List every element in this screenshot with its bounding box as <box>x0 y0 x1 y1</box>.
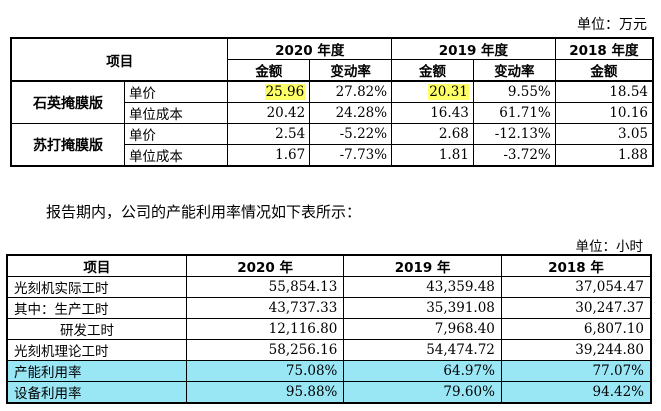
cell-value: 12,116.80 <box>185 318 345 340</box>
row-label: 单价 <box>123 80 229 103</box>
cell-value: 43,359.48 <box>343 276 502 298</box>
capacity-utilization-table: 项目 2020 年 2019 年 2018 年 光刻机实际工时 55,854.1… <box>6 254 652 404</box>
cell-value: 43,737.33 <box>185 297 345 319</box>
table-row: 石英掩膜版 单价 25.96 27.82% 20.31 9.55% 18.54 <box>10 80 654 124</box>
cell-value: 30,247.37 <box>500 297 652 319</box>
cell-value: 20.42 <box>227 102 311 124</box>
header-item: 项目 <box>10 37 229 82</box>
cell-value: 18.54 <box>554 80 654 103</box>
cell-value: 64.97% <box>343 360 502 382</box>
header-year-2019: 2019 年度 <box>391 37 556 60</box>
cell-value: 77.07% <box>500 360 652 382</box>
cell-change: 61.71% <box>472 102 556 124</box>
product-name: 石英掩膜版 <box>10 80 125 124</box>
header-year-2018: 2018 年 <box>500 254 652 277</box>
table-row: 其中：生产工时 43,737.33 35,391.08 30,247.37 <box>6 297 652 319</box>
cell-value: 20.31 <box>391 80 474 103</box>
product-name: 苏打掩膜版 <box>10 123 125 167</box>
table-row: 光刻机理论工时 58,256.16 54,474.72 39,244.80 <box>6 339 652 361</box>
cell-value: 94.42% <box>500 381 652 404</box>
cell-value: 1.88 <box>554 144 654 167</box>
price-cost-table: 项目 2020 年度 2019 年度 2018 年度 金额 变动率 金额 变动率… <box>10 37 654 167</box>
cell-value: 39,244.80 <box>500 339 652 361</box>
row-label: 研发工时 <box>6 318 187 340</box>
cell-value: 10.16 <box>554 102 654 124</box>
row-label: 产能利用率 <box>6 360 187 382</box>
cell-change: -3.72% <box>472 144 556 167</box>
cell-value: 75.08% <box>185 360 345 382</box>
header-year-2020: 2020 年度 <box>227 37 393 60</box>
paragraph-text: 报告期内，公司的产能利用率情况如下表所示： <box>46 203 362 221</box>
cell-value: 16.43 <box>391 102 474 124</box>
cell-value: 35,391.08 <box>343 297 502 319</box>
header-amount: 金额 <box>391 59 474 82</box>
row-label: 其中：生产工时 <box>6 297 187 319</box>
cell-change: 24.28% <box>309 102 393 124</box>
table-row: 单位成本 1.67 -7.73% 1.81 -3.72% 1.88 <box>11 144 654 167</box>
cell-value: 1.67 <box>227 144 311 167</box>
cell-change: -7.73% <box>309 144 393 167</box>
row-label: 单价 <box>123 123 229 145</box>
row-label: 光刻机实际工时 <box>6 276 187 298</box>
table-row: 设备利用率 95.88% 79.60% 94.42% <box>6 381 652 404</box>
table1-unit: 单位：万元 <box>577 17 647 33</box>
header-year-2018: 2018 年度 <box>554 37 654 60</box>
row-label: 单位成本 <box>123 144 229 167</box>
cell-value: 58,256.16 <box>185 339 345 361</box>
cell-value: 55,854.13 <box>185 276 345 298</box>
table-row: 单位成本 20.42 24.28% 16.43 61.71% 10.16 <box>11 102 654 124</box>
cell-value: 37,054.47 <box>500 276 652 298</box>
header-amount: 金额 <box>227 59 311 82</box>
header-change: 变动率 <box>309 59 393 82</box>
cell-value: 1.81 <box>391 144 474 167</box>
table2-unit: 单位：小时 <box>575 239 644 255</box>
cell-value: 3.05 <box>554 123 654 145</box>
row-label: 光刻机理论工时 <box>6 339 187 361</box>
highlighted-value: 20.31 <box>428 84 469 100</box>
cell-value: 2.68 <box>391 123 474 145</box>
table-row: 产能利用率 75.08% 64.97% 77.07% <box>6 360 652 382</box>
cell-change: -12.13% <box>472 123 556 145</box>
cell-value: 54,474.72 <box>343 339 502 361</box>
table-row: 光刻机实际工时 55,854.13 43,359.48 37,054.47 <box>6 276 652 298</box>
cell-change: 9.55% <box>472 80 556 103</box>
cell-value: 79.60% <box>343 381 502 404</box>
highlighted-value: 25.96 <box>264 84 306 100</box>
cell-value: 95.88% <box>185 381 345 404</box>
row-label: 单位成本 <box>123 102 229 124</box>
header-year-2019: 2019 年 <box>343 254 502 277</box>
header-item: 项目 <box>6 254 187 277</box>
table-row: 苏打掩膜版 单价 2.54 -5.22% 2.68 -12.13% 3.05 <box>10 123 654 167</box>
header-amount: 金额 <box>554 59 654 82</box>
cell-value: 7,968.40 <box>343 318 502 340</box>
cell-change: -5.22% <box>309 123 393 145</box>
header-year-2020: 2020 年 <box>185 254 345 277</box>
cell-change: 27.82% <box>309 80 393 103</box>
header-change: 变动率 <box>472 59 556 82</box>
row-label: 设备利用率 <box>6 381 187 404</box>
cell-value: 25.96 <box>227 80 311 103</box>
cell-value: 2.54 <box>227 123 311 145</box>
cell-value: 6,807.10 <box>500 318 652 340</box>
table-row: 研发工时 12,116.80 7,968.40 6,807.10 <box>6 318 652 340</box>
